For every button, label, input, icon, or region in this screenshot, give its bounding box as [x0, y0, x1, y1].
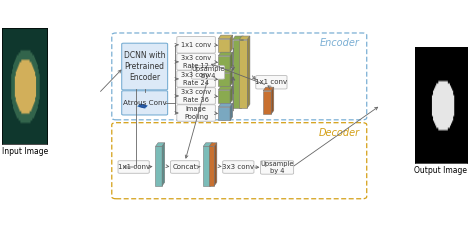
Bar	[219, 107, 230, 120]
FancyBboxPatch shape	[223, 161, 254, 173]
Text: Atrous Conv: Atrous Conv	[123, 100, 166, 106]
FancyBboxPatch shape	[177, 105, 215, 121]
Polygon shape	[219, 35, 233, 39]
Polygon shape	[155, 143, 164, 146]
FancyBboxPatch shape	[177, 54, 215, 70]
Polygon shape	[219, 103, 233, 107]
FancyBboxPatch shape	[177, 71, 215, 87]
FancyBboxPatch shape	[256, 75, 287, 89]
Polygon shape	[230, 103, 233, 120]
Polygon shape	[219, 52, 233, 56]
Text: DCNN with
Pretrained
Encoder: DCNN with Pretrained Encoder	[124, 51, 165, 82]
Bar	[239, 40, 247, 108]
Bar	[209, 146, 214, 186]
Polygon shape	[219, 86, 233, 90]
FancyBboxPatch shape	[177, 37, 215, 53]
Text: Decoder: Decoder	[318, 127, 359, 137]
Bar	[203, 146, 210, 186]
FancyBboxPatch shape	[177, 88, 215, 104]
Polygon shape	[209, 143, 217, 146]
FancyBboxPatch shape	[261, 161, 293, 174]
Polygon shape	[271, 87, 274, 114]
FancyBboxPatch shape	[191, 66, 225, 79]
Polygon shape	[247, 36, 250, 108]
Polygon shape	[210, 143, 212, 186]
Polygon shape	[219, 69, 233, 73]
Polygon shape	[233, 36, 243, 40]
Text: 1x1 conv: 1x1 conv	[118, 164, 150, 170]
Polygon shape	[138, 104, 147, 108]
X-axis label: Output Image: Output Image	[414, 166, 467, 175]
Polygon shape	[214, 143, 217, 186]
FancyBboxPatch shape	[122, 43, 168, 90]
Polygon shape	[162, 143, 164, 186]
Bar	[219, 56, 230, 69]
Polygon shape	[239, 36, 250, 40]
Polygon shape	[230, 35, 233, 52]
Text: Upsample
by 4: Upsample by 4	[260, 161, 294, 174]
FancyBboxPatch shape	[118, 161, 149, 173]
Polygon shape	[241, 36, 243, 108]
X-axis label: Input Image: Input Image	[2, 147, 48, 156]
Text: Encoder: Encoder	[319, 38, 359, 48]
Bar	[263, 91, 271, 114]
Text: 1x1 conv: 1x1 conv	[255, 79, 287, 85]
Text: Upsample
by 4: Upsample by 4	[191, 66, 225, 79]
Bar	[155, 146, 162, 186]
Text: 1x1 conv: 1x1 conv	[181, 42, 211, 48]
FancyBboxPatch shape	[171, 161, 199, 173]
Text: 3x3 conv: 3x3 conv	[222, 164, 255, 170]
Text: 3x3 conv
Rate 24: 3x3 conv Rate 24	[181, 72, 211, 86]
Bar	[219, 90, 230, 103]
Polygon shape	[203, 143, 212, 146]
Bar	[233, 40, 241, 108]
Polygon shape	[139, 104, 146, 108]
Text: Concat: Concat	[173, 164, 197, 170]
Polygon shape	[230, 52, 233, 69]
Bar	[219, 73, 230, 86]
Polygon shape	[263, 87, 274, 91]
Text: Image
Pooling: Image Pooling	[184, 106, 208, 120]
Text: 3x3 conv
Rate 12: 3x3 conv Rate 12	[181, 55, 211, 69]
Polygon shape	[230, 86, 233, 103]
Text: 3x3 conv
Rate 36: 3x3 conv Rate 36	[181, 89, 211, 103]
Bar	[219, 39, 230, 52]
Polygon shape	[230, 69, 233, 86]
FancyBboxPatch shape	[122, 91, 168, 115]
